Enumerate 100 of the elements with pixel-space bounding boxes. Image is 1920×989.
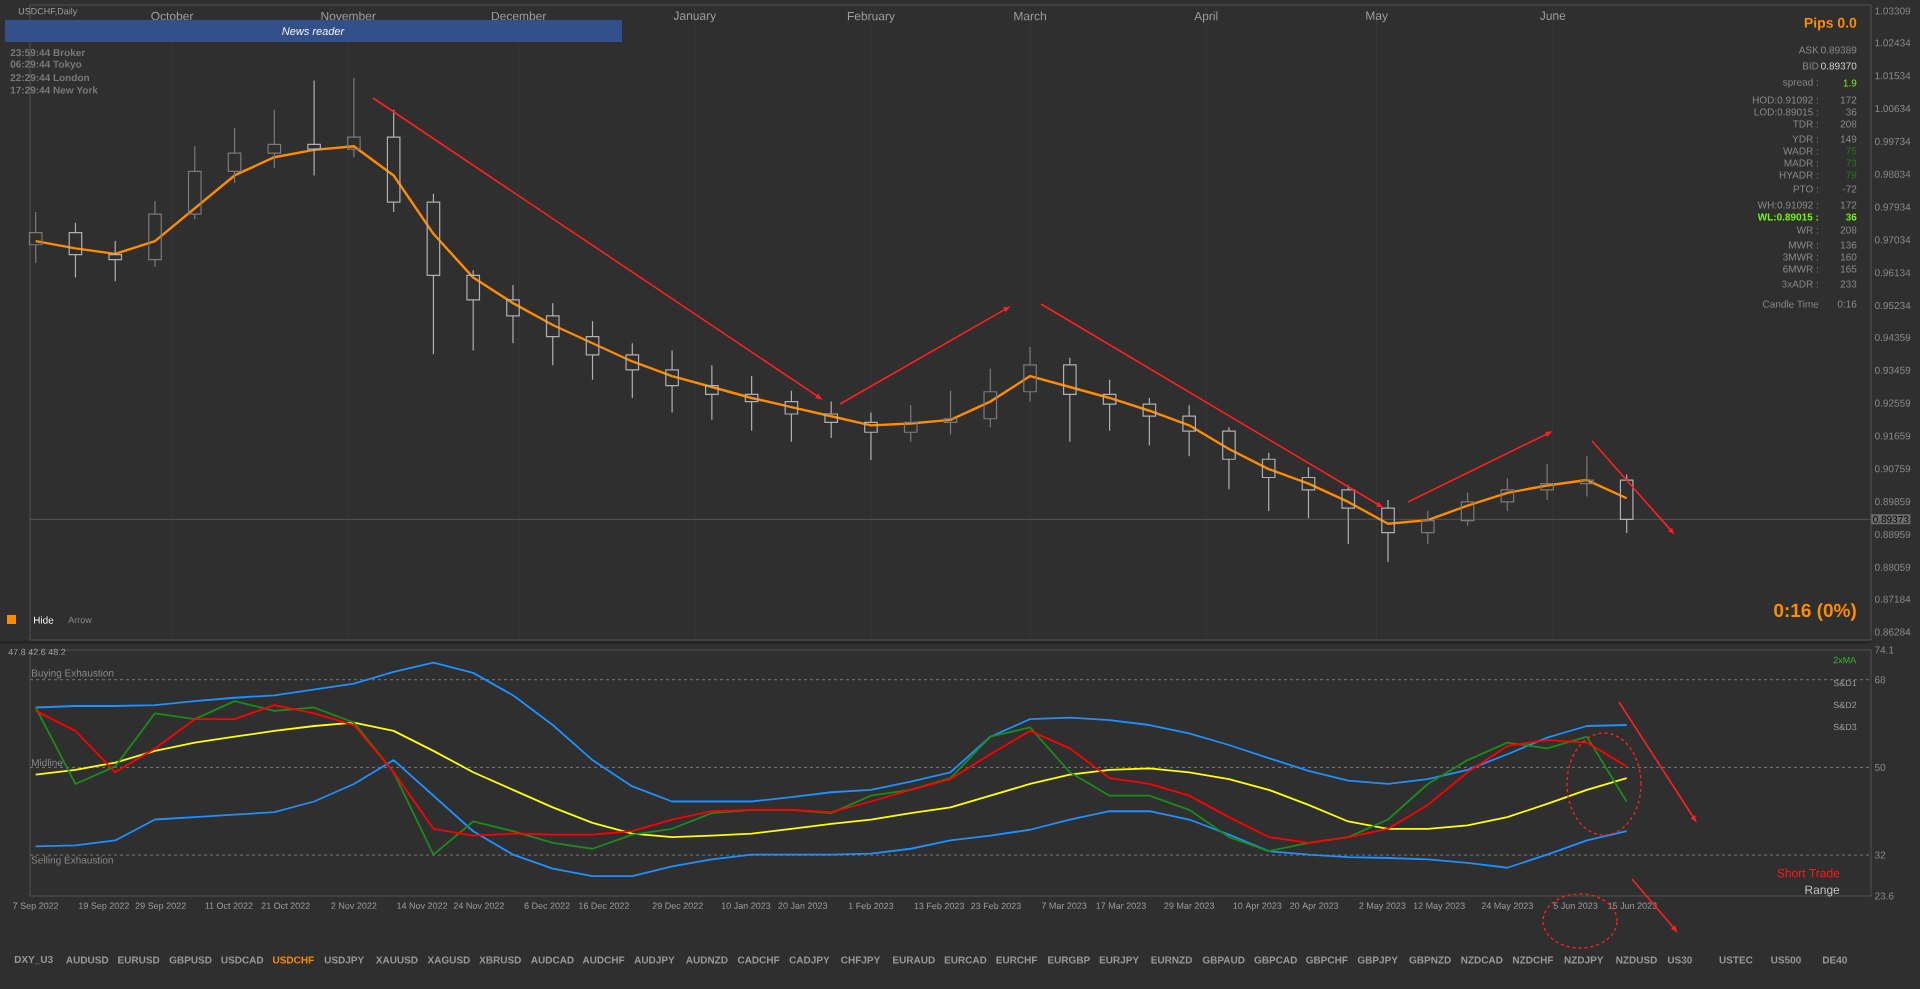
annotation: Range	[1805, 885, 1840, 897]
y-tick-label: 0.97934	[1874, 203, 1911, 211]
text: AUDCAD	[531, 956, 574, 964]
ref-line-label: Selling Exhaustion	[31, 856, 113, 866]
y-tick-label: 1.02434	[1875, 39, 1911, 47]
annotation: YDR :	[1792, 135, 1818, 143]
candlestick	[1580, 455, 1594, 498]
annotation: spread :	[1782, 78, 1818, 88]
text: USDCAD	[221, 956, 264, 964]
candlestick	[1142, 397, 1157, 446]
text: USTEC	[1719, 956, 1753, 964]
annotation: 208	[1840, 226, 1857, 234]
candlestick	[744, 375, 759, 432]
candlestick	[1301, 466, 1316, 519]
x-tick-label: 13 Feb 2023	[914, 902, 964, 910]
annotation: 22:29:44 London	[10, 73, 90, 82]
candlestick	[68, 222, 83, 279]
ref-line-label: Midline	[32, 758, 63, 767]
candlestick	[1261, 452, 1276, 512]
annotation: Arrow	[68, 616, 92, 624]
x-tick-label: March	[1014, 11, 1046, 21]
candlestick	[506, 284, 520, 344]
x-tick-label: December	[491, 11, 547, 21]
annotation: 79	[1846, 171, 1857, 179]
candlestick	[983, 368, 998, 428]
candlestick	[267, 109, 282, 169]
text: GBPJPY	[1357, 956, 1398, 964]
text: EURUSD	[118, 956, 160, 964]
y-tick-label: 1.00634	[1875, 105, 1911, 113]
x-tick-label: February	[847, 11, 895, 23]
y-tick-label: 0.98834	[1874, 170, 1911, 178]
x-tick-label: 5 Jun 2023	[1553, 902, 1598, 909]
text: NZDJPY	[1564, 956, 1604, 964]
x-tick-label: 20 Jan 2023	[778, 902, 828, 909]
candlestick	[1182, 404, 1196, 457]
annotation: 3MWR :	[1783, 253, 1818, 261]
x-tick-label: 14 Nov 2022	[397, 902, 448, 909]
annotation: MWR :	[1789, 241, 1818, 249]
annotation: S&D2	[1833, 701, 1857, 709]
y-tick-label: 0.99734	[1874, 137, 1911, 145]
text: CHFJPY	[841, 956, 881, 964]
x-tick-label: 7 Sep 2022	[13, 902, 59, 911]
y-tick-label: 0.92559	[1874, 399, 1911, 407]
text: GBPAUD	[1202, 956, 1245, 964]
x-tick-label: 29 Dec 2022	[652, 902, 703, 909]
x-tick-label: 12 May 2023	[1413, 902, 1465, 911]
text: NZDUSD	[1616, 956, 1657, 964]
y-tick-label: 74.1	[1875, 646, 1894, 654]
annotation: 06:29:44 Tokyo	[10, 60, 82, 70]
annotation: 0.89370	[1821, 62, 1857, 70]
text: AUDCHF	[582, 956, 625, 964]
text: GBPCAD	[1254, 956, 1297, 964]
y-tick-label: 0.95234	[1874, 302, 1911, 310]
text: AUDUSD	[66, 956, 109, 964]
ref-line-label: Buying Exhaustion	[32, 669, 114, 679]
x-tick-label: 20 Apr 2023	[1290, 902, 1339, 911]
text: EURCAD	[944, 956, 987, 964]
annotation: 0:16 (0%)	[1774, 603, 1856, 621]
annotation: ASK	[1798, 46, 1819, 54]
text: AUDJPY	[634, 956, 675, 964]
text: USDCHF	[273, 956, 314, 964]
x-tick-label: October	[151, 11, 194, 21]
candlestick	[1023, 346, 1037, 403]
x-tick-label: 10 Jan 2023	[721, 902, 771, 909]
annotation: 2xMA	[1833, 656, 1857, 664]
candlestick	[466, 269, 481, 352]
annotation: S&D3	[1833, 723, 1857, 731]
annotation: 136	[1840, 241, 1857, 249]
annotation: 6MWR :	[1783, 265, 1818, 273]
annotation: PTO :	[1793, 185, 1818, 193]
text: DE40	[1822, 956, 1847, 964]
annotation: 47.8 42.6 48.2	[8, 648, 66, 656]
candlestick	[1062, 357, 1077, 443]
x-tick-label: 29 Mar 2023	[1164, 902, 1215, 909]
candlestick	[784, 390, 799, 443]
candlestick	[426, 193, 441, 355]
x-tick-label: 2 Nov 2022	[331, 902, 377, 909]
x-tick-label: 21 Oct 2022	[261, 902, 310, 909]
x-tick-label: 10 Apr 2023	[1233, 902, 1282, 911]
candlestick	[585, 320, 600, 381]
annotation: 172	[1840, 96, 1857, 104]
annotation: 75	[1846, 147, 1857, 155]
annotation: Short Trade	[1777, 868, 1840, 878]
x-tick-label: 2 May 2023	[1359, 902, 1406, 911]
text: EURJPY	[1099, 956, 1139, 964]
annotation: 36	[1846, 108, 1857, 116]
annotation: 233	[1840, 280, 1857, 288]
y-tick-label: 0.88959	[1874, 530, 1911, 538]
annotation: BID	[1802, 62, 1819, 70]
annotation: 208	[1840, 120, 1857, 128]
annotation: LOD:0.89015 :	[1754, 108, 1818, 116]
annotation: WR :	[1796, 226, 1818, 234]
y-tick-label: 0.87184	[1874, 595, 1911, 603]
text: GBPNZD	[1409, 956, 1451, 964]
x-tick-label: 23 Feb 2023	[971, 902, 1021, 910]
annotation: Candle Time	[1763, 300, 1819, 308]
text: EURGBP	[1048, 956, 1090, 964]
y-tick-label: 32	[1874, 851, 1886, 859]
annotation: News reader	[282, 26, 345, 36]
y-tick-label: 0.93459	[1874, 366, 1911, 374]
